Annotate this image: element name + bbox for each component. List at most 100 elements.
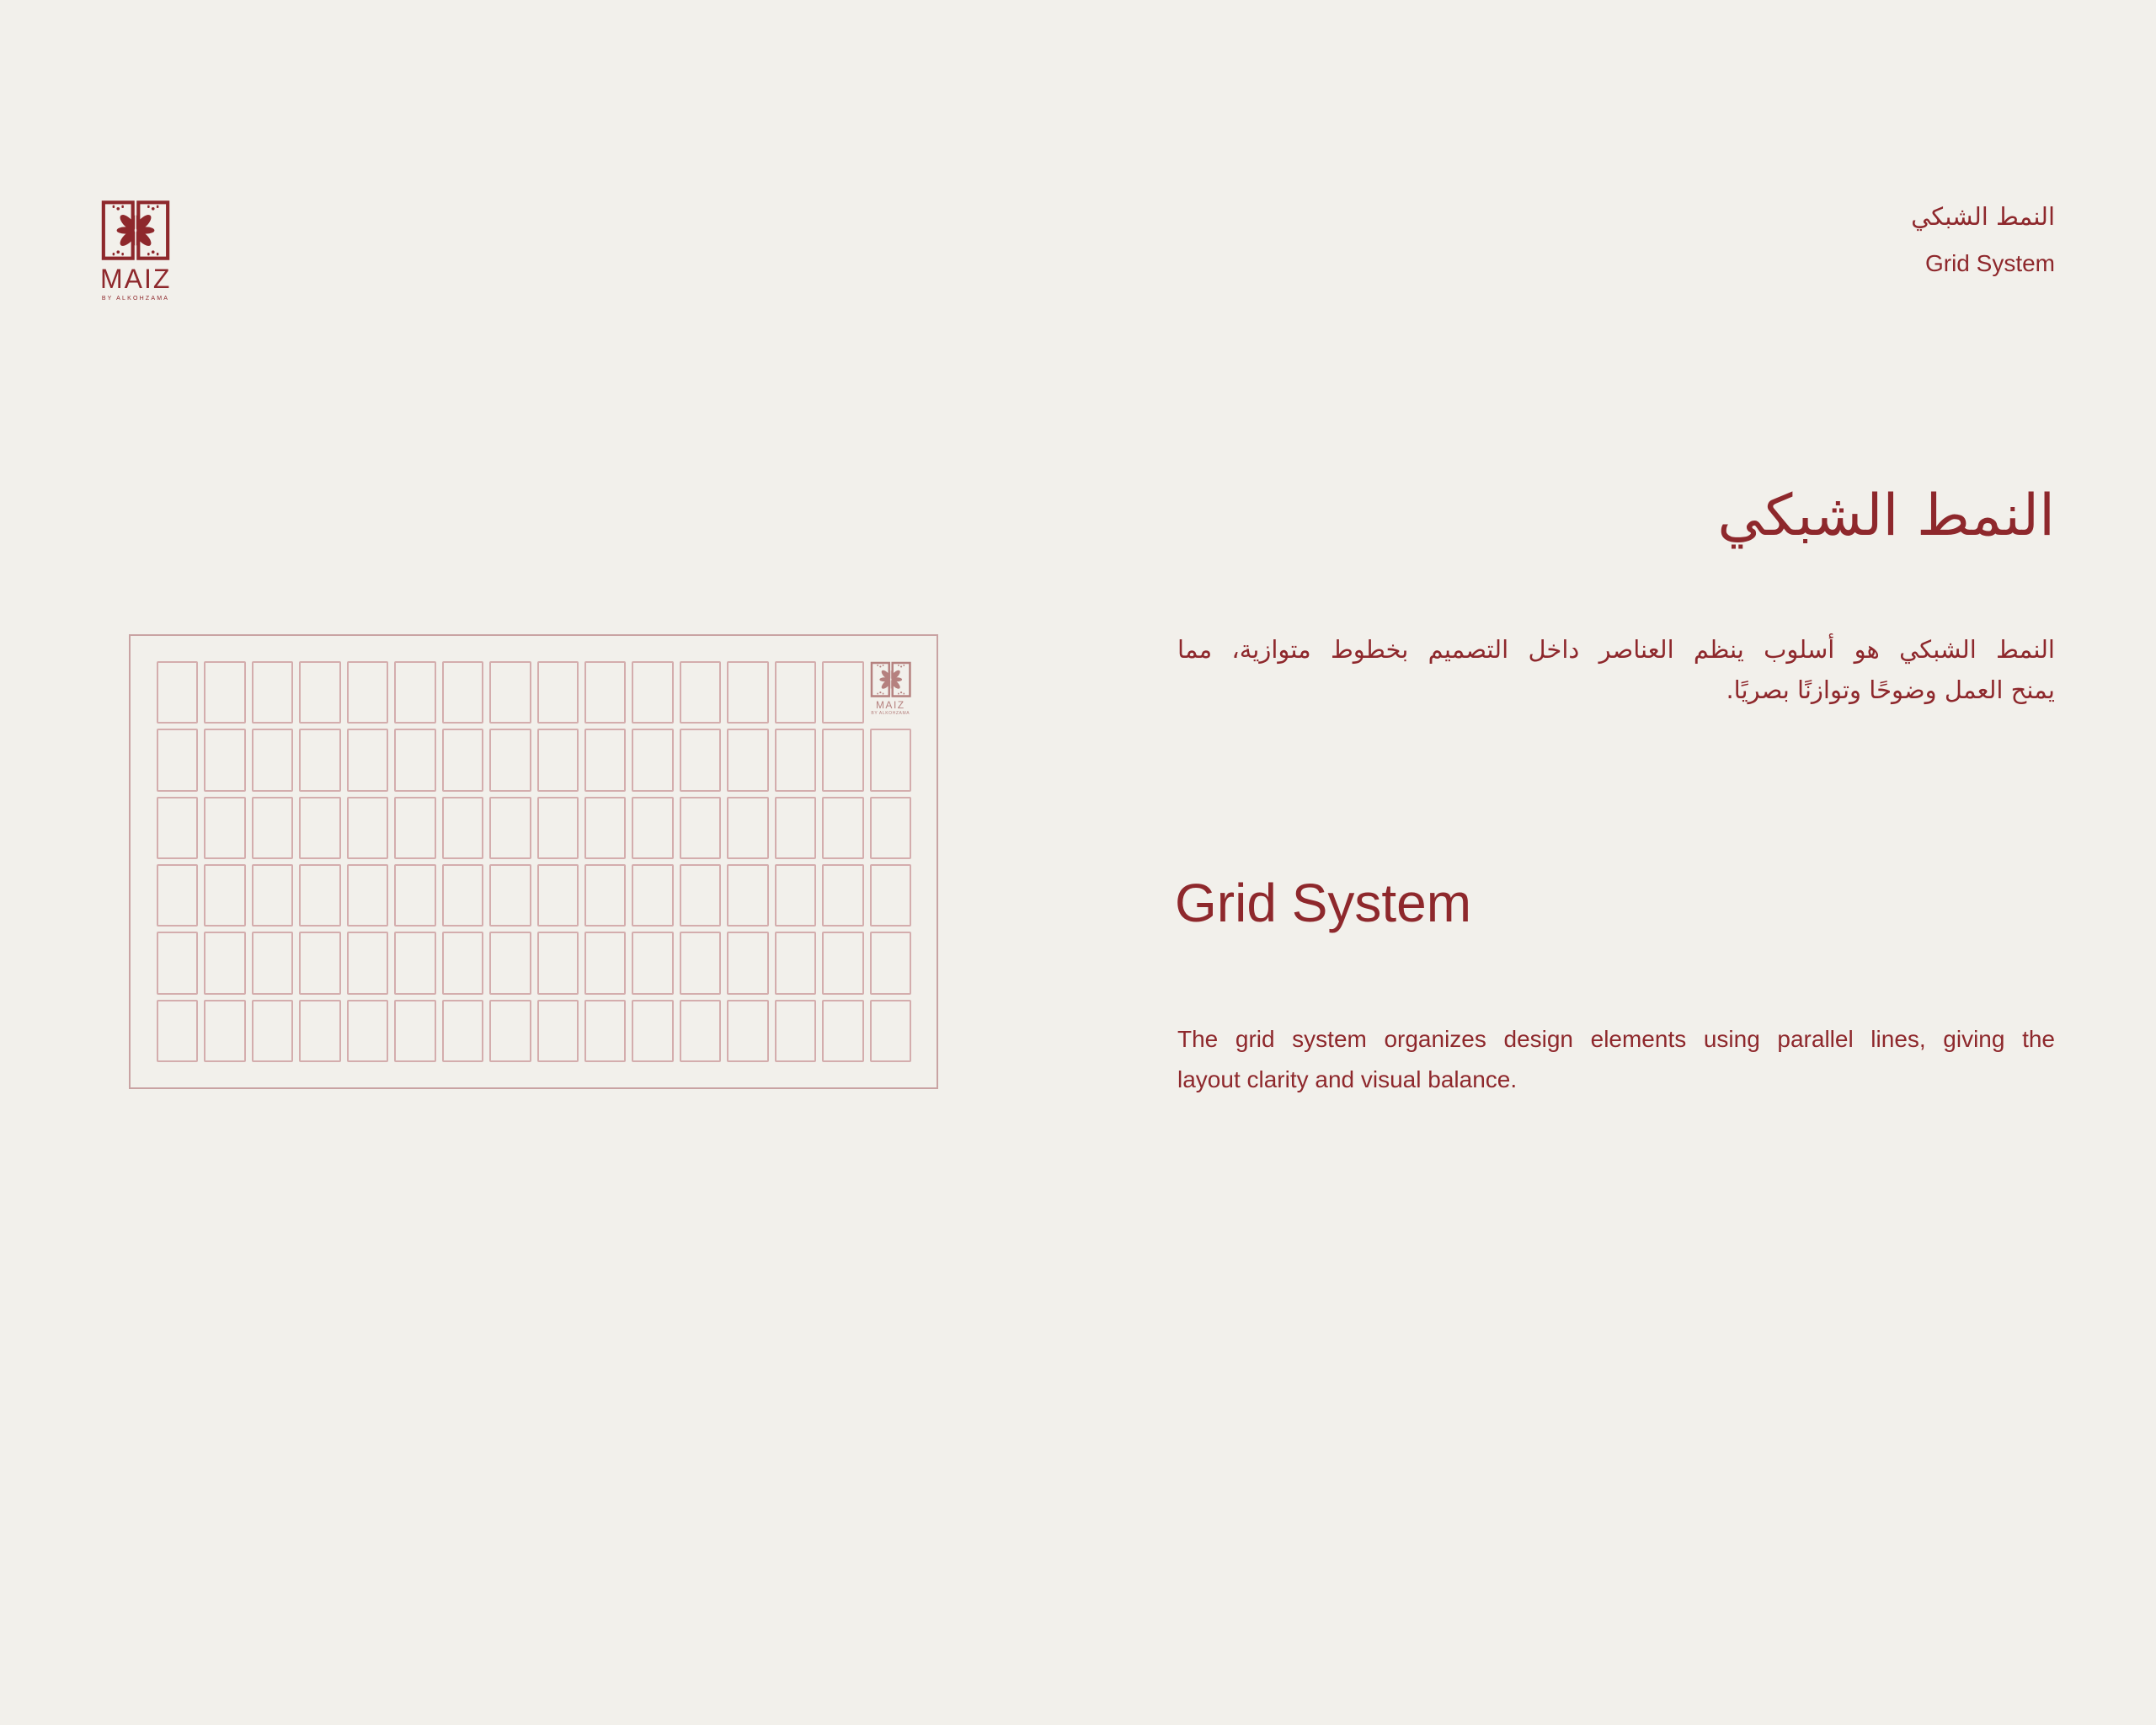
body-english-line: layout clarity and visual balance. <box>1177 1066 1518 1092</box>
grid-cell <box>299 932 341 995</box>
grid-cell <box>727 729 769 792</box>
grid-cell <box>584 796 627 859</box>
grid-cell <box>251 864 294 927</box>
brand-wordmark: MAIZ <box>875 698 905 711</box>
grid-cell <box>822 864 864 927</box>
grid-cell <box>727 999 769 1062</box>
brand-tagline: BY ALKOHZAMA <box>871 710 910 716</box>
grid-cell <box>489 661 531 724</box>
grid-cell <box>441 729 484 792</box>
grid-cell <box>346 864 389 927</box>
grid-cell <box>346 661 389 724</box>
grid-cell <box>157 999 199 1062</box>
brand-tagline: BY ALKOHZAMA <box>101 296 170 302</box>
grid-cell <box>584 661 627 724</box>
brand-logo: MAIZ BY ALKOHZAMA <box>100 200 171 302</box>
grid-cell <box>394 796 436 859</box>
grid-cell <box>584 932 627 995</box>
grid-cell <box>632 932 674 995</box>
grid-cell <box>774 661 817 724</box>
grid-cell <box>489 932 531 995</box>
grid-cell <box>251 661 294 724</box>
grid-cell <box>679 729 722 792</box>
grid-cell <box>346 999 389 1062</box>
grid-cell <box>157 796 199 859</box>
grid-cell <box>204 729 246 792</box>
grid-cell <box>299 999 341 1062</box>
grid-cell <box>632 999 674 1062</box>
grid-cell <box>489 796 531 859</box>
grid-cell <box>251 729 294 792</box>
grid-cell <box>157 729 199 792</box>
grid-cell <box>727 932 769 995</box>
section-body-english: The grid system organizes design element… <box>1177 1019 2055 1100</box>
brand-wordmark: MAIZ <box>100 264 172 294</box>
grid-cell <box>536 729 579 792</box>
grid-cell <box>869 796 911 859</box>
grid-cell <box>774 729 817 792</box>
grid-cell <box>489 999 531 1062</box>
grid-cell <box>632 661 674 724</box>
grid-cell <box>584 999 627 1062</box>
grid-cell <box>869 864 911 927</box>
grid-cell <box>536 932 579 995</box>
grid-cell <box>299 864 341 927</box>
grid-cell <box>632 864 674 927</box>
grid-cell <box>774 999 817 1062</box>
grid-cell <box>441 999 484 1062</box>
grid-cell <box>774 796 817 859</box>
body-arabic-line: النمط الشبكي هو أسلوب ينظم العناصر داخل … <box>1177 635 2055 664</box>
grid-cell <box>679 932 722 995</box>
grid-cell <box>394 661 436 724</box>
grid-cell <box>679 796 722 859</box>
grid-cell <box>441 796 484 859</box>
grid-cell <box>822 729 864 792</box>
page-header-title-english: Grid System <box>1924 250 2055 276</box>
grid-cell <box>584 729 627 792</box>
grid-cell <box>251 999 294 1062</box>
grid-cell <box>299 729 341 792</box>
grid-cell <box>822 661 864 724</box>
grid-cell <box>394 999 436 1062</box>
grid-cell <box>679 999 722 1062</box>
grid-cell <box>822 999 864 1062</box>
grid-cell <box>727 661 769 724</box>
page-header: النمط الشبكي Grid System <box>1911 202 2055 278</box>
grid-cell <box>869 729 911 792</box>
grid-cell <box>536 796 579 859</box>
grid-cell <box>394 729 436 792</box>
grid-cell <box>441 932 484 995</box>
grid-cell <box>822 796 864 859</box>
grid-cell <box>204 661 246 724</box>
grid-cell <box>441 864 484 927</box>
grid-cells: MAIZ BY ALKOHZAMA <box>157 661 911 1062</box>
grid-cell <box>679 864 722 927</box>
grid-cell <box>346 729 389 792</box>
grid-cell <box>204 864 246 927</box>
grid-cell <box>299 661 341 724</box>
grid-cell <box>869 932 911 995</box>
grid-cell <box>822 932 864 995</box>
grid-cell <box>394 864 436 927</box>
grid-cell <box>774 932 817 995</box>
grid-cell <box>251 932 294 995</box>
grid-cell <box>727 864 769 927</box>
grid-logo-cell: MAIZ BY ALKOHZAMA <box>870 661 911 724</box>
grid-cell <box>584 864 627 927</box>
grid-illustration-frame: MAIZ BY ALKOHZAMA <box>129 634 938 1089</box>
section-heading-english: Grid System <box>1175 873 1472 933</box>
grid-cell <box>251 796 294 859</box>
maiz-flower-icon <box>870 661 911 698</box>
grid-cell <box>632 796 674 859</box>
grid-cell <box>536 661 579 724</box>
grid-cell <box>204 932 246 995</box>
grid-cell <box>632 729 674 792</box>
grid-cell <box>394 932 436 995</box>
section-heading-arabic: النمط الشبكي <box>1717 483 2055 549</box>
grid-cell <box>489 729 531 792</box>
body-arabic-line: يمنح العمل وضوحًا وتوازنًا بصريًا. <box>1726 676 2055 704</box>
grid-cell <box>536 999 579 1062</box>
grid-cell <box>204 999 246 1062</box>
grid-cell <box>441 661 484 724</box>
